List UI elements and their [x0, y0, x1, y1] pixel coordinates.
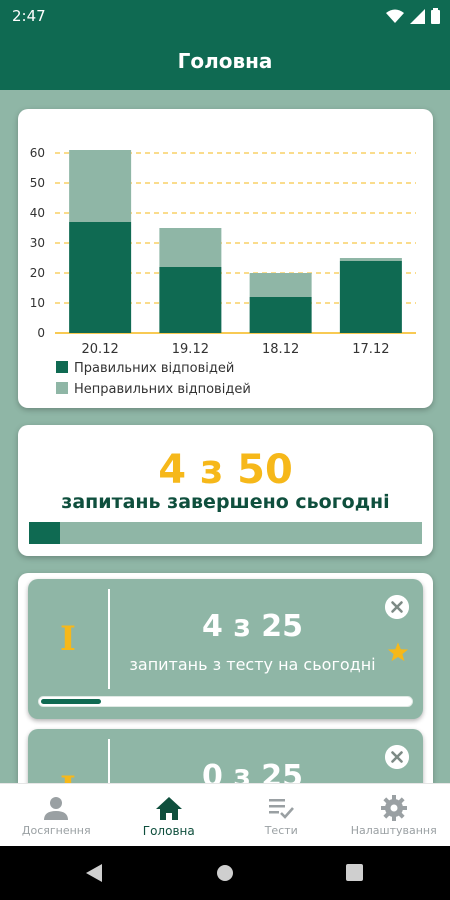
x-tick-label: 18.12 [262, 342, 299, 357]
star-icon[interactable] [387, 641, 409, 663]
status-icons [386, 8, 440, 24]
x-tick-label: 19.12 [172, 342, 209, 357]
back-icon[interactable] [86, 864, 102, 882]
divider [108, 589, 110, 689]
daily-progress-bar-fill [29, 522, 61, 544]
test-progress-bar [38, 696, 413, 707]
y-tick-label: 60 [30, 146, 45, 160]
test-progress-bar-fill [41, 699, 101, 704]
close-icon[interactable] [385, 745, 409, 769]
bar-segment [69, 150, 132, 222]
y-tick-label: 30 [30, 236, 45, 250]
test-card[interactable]: I 0 з 25 [28, 729, 423, 783]
nav-item-achievements[interactable]: Досягнення [0, 784, 113, 846]
bar-segment [249, 297, 312, 333]
close-icon[interactable] [385, 595, 409, 619]
app-bar: Головна [0, 32, 450, 90]
nav-label: Налаштування [350, 824, 437, 837]
nav-item-settings[interactable]: Налаштування [338, 784, 450, 846]
y-tick-label: 0 [37, 326, 45, 340]
y-tick-label: 20 [30, 266, 45, 280]
wifi-icon [386, 9, 404, 23]
recents-icon[interactable] [346, 864, 363, 881]
gear-icon [380, 795, 407, 821]
status-bar: 2:47 [0, 0, 450, 32]
y-tick-label: 40 [30, 206, 45, 220]
y-tick-label: 10 [30, 296, 45, 310]
stats-chart-card: 0 10 20 30 40 50 60 20.12 19.12 18.12 17.12 Прави… [18, 109, 433, 408]
bar-segment [159, 267, 222, 333]
tests-list[interactable]: I 4 з 25 запитань з тесту на сьогодні I … [18, 573, 433, 783]
nav-label: Головна [142, 824, 195, 838]
y-tick-label: 50 [30, 176, 45, 190]
divider [108, 739, 110, 783]
legend-swatch [56, 361, 68, 373]
daily-progress-count: 4 з 50 [158, 447, 293, 493]
legend-label: Правильних відповідей [74, 361, 234, 376]
bar-segment [69, 222, 132, 333]
test-progress-count: 0 з 25 [202, 759, 303, 783]
checklist-icon [269, 799, 295, 819]
legend-label: Неправильних відповідей [74, 382, 251, 397]
test-level-icon: I [60, 619, 76, 659]
system-nav-bar [0, 846, 450, 900]
signal-icon [410, 8, 425, 24]
x-tick-label: 17.12 [352, 342, 389, 357]
x-tick-label: 20.12 [82, 342, 119, 357]
home-icon [155, 797, 182, 820]
page-title: Головна [177, 49, 273, 73]
battery-icon [431, 8, 440, 24]
status-time: 2:47 [12, 7, 46, 25]
bottom-nav: Досягнення Головна Тести Налаштування [0, 783, 450, 846]
nav-item-tests[interactable]: Тести [225, 784, 338, 846]
stats-chart: 0 10 20 30 40 50 60 20.12 19.12 18.12 17.12 Прави… [30, 146, 416, 397]
nav-label: Тести [264, 824, 298, 837]
legend-swatch [56, 382, 68, 394]
bar-segment [339, 258, 402, 261]
test-progress-caption: запитань з тесту на сьогодні [129, 655, 376, 674]
nav-item-home[interactable]: Головна [113, 784, 226, 846]
bar-segment [159, 228, 222, 267]
test-card[interactable]: I 4 з 25 запитань з тесту на сьогодні [28, 579, 423, 719]
person-icon [44, 797, 69, 820]
test-progress-count: 4 з 25 [202, 609, 303, 644]
home-circle-icon[interactable] [216, 864, 234, 882]
daily-progress-caption: запитань завершено сьогодні [61, 491, 390, 513]
daily-progress-card: 4 з 50 запитань завершено сьогодні [18, 425, 433, 556]
test-level-icon: I [28, 739, 108, 783]
nav-label: Досягнення [21, 824, 91, 837]
daily-progress-bar [29, 522, 422, 544]
bar-segment [339, 261, 402, 333]
bar-segment [249, 273, 312, 297]
